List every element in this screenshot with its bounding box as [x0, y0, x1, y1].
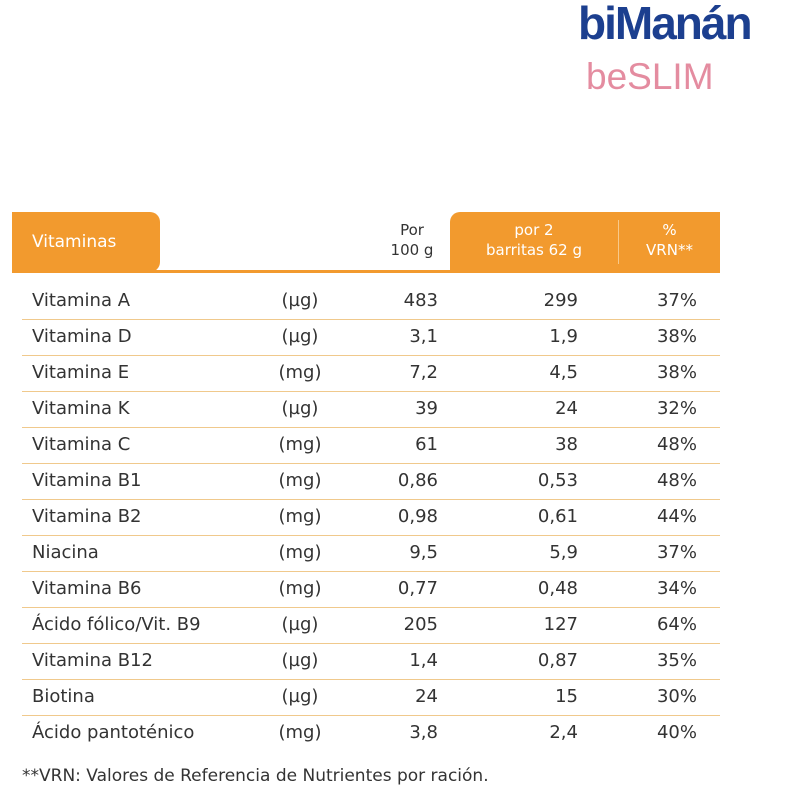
per-serving: 0,61	[537, 506, 578, 527]
unit: (µg)	[281, 650, 319, 671]
name: Vitamina B6	[32, 578, 142, 599]
row-separator	[22, 607, 720, 608]
header-title: Vitaminas	[12, 212, 160, 272]
per-serving: 24	[555, 398, 578, 419]
vrn: 34%	[656, 578, 697, 599]
header-per100: Por 100 g	[372, 220, 452, 260]
per-serving: 0,48	[537, 578, 578, 599]
row-separator	[22, 499, 720, 500]
name: Vitamina C	[32, 434, 131, 455]
header-line: %	[662, 221, 677, 239]
unit: (µg)	[281, 614, 319, 635]
vrn: 35%	[656, 650, 697, 671]
per-serving: 2,4	[549, 722, 578, 743]
vrn: 44%	[656, 506, 697, 527]
header-line: barritas 62 g	[486, 241, 582, 259]
name: Vitamina K	[32, 398, 130, 419]
per-serving: 4,5	[549, 362, 578, 383]
per100: 0,98	[397, 506, 438, 527]
unit: (mg)	[278, 722, 322, 743]
row-separator	[22, 679, 720, 680]
vrn: 38%	[656, 326, 697, 347]
unit: (mg)	[278, 434, 322, 455]
unit: (µg)	[281, 290, 319, 311]
row-separator	[22, 391, 720, 392]
row-separator	[22, 535, 720, 536]
unit: (mg)	[278, 578, 322, 599]
per100: 0,77	[397, 578, 438, 599]
per-serving: 0,53	[537, 470, 578, 491]
header-serving: por 2 barritas 62 g	[450, 220, 618, 260]
header-line: 100 g	[390, 241, 434, 259]
header-strip	[12, 270, 720, 273]
per100: 483	[403, 290, 438, 311]
name: Vitamina E	[32, 362, 130, 383]
per-serving: 0,87	[537, 650, 578, 671]
header-line: Por	[400, 221, 424, 239]
unit: (mg)	[278, 470, 322, 491]
header-vrn: % VRN**	[619, 220, 720, 260]
name: Vitamina B12	[32, 650, 153, 671]
row-separator	[22, 427, 720, 428]
vrn: 32%	[656, 398, 697, 419]
divider	[618, 220, 619, 264]
unit: (µg)	[281, 326, 319, 347]
vrn: 48%	[656, 470, 697, 491]
row-separator	[22, 643, 720, 644]
per-serving: 1,9	[549, 326, 578, 347]
name: Biotina	[32, 686, 95, 707]
vrn: 64%	[656, 614, 697, 635]
per-serving: 127	[543, 614, 578, 635]
per-serving: 299	[543, 290, 578, 311]
per100: 61	[415, 434, 438, 455]
unit: (µg)	[281, 686, 319, 707]
per100: 39	[415, 398, 438, 419]
unit: (µg)	[281, 398, 319, 419]
per100: 1,4	[409, 650, 438, 671]
vrn: 40%	[656, 722, 697, 743]
header-line: VRN**	[646, 241, 693, 259]
per100: 9,5	[409, 542, 438, 563]
vrn: 48%	[656, 434, 697, 455]
row-separator	[22, 571, 720, 572]
per-serving: 15	[555, 686, 578, 707]
name: Ácido pantoténico	[32, 722, 195, 743]
per-serving: 5,9	[549, 542, 578, 563]
vrn: 38%	[656, 362, 697, 383]
row-separator	[22, 463, 720, 464]
header-line: por 2	[514, 221, 554, 239]
unit: (mg)	[278, 506, 322, 527]
name: Vitamina A	[32, 290, 131, 311]
per-serving: 38	[555, 434, 578, 455]
per100: 3,8	[409, 722, 438, 743]
vrn: 30%	[656, 686, 697, 707]
row-separator	[22, 319, 720, 320]
name: Vitamina B1	[32, 470, 142, 491]
header-box: por 2 barritas 62 g % VRN**	[450, 212, 720, 272]
brand-name: biManán	[578, 0, 753, 49]
name: Niacina	[32, 542, 99, 563]
footnote: **VRN: Valores de Referencia de Nutrient…	[22, 766, 489, 786]
row-separator	[22, 715, 720, 716]
name: Ácido fólico/Vit. B9	[32, 614, 201, 635]
per100: 7,2	[409, 362, 438, 383]
unit: (mg)	[278, 362, 322, 383]
name: Vitamina B2	[32, 506, 142, 527]
per100: 24	[415, 686, 438, 707]
product-name: beSLIM	[586, 56, 714, 97]
per100: 0,86	[397, 470, 438, 491]
vrn: 37%	[656, 290, 697, 311]
per100: 205	[403, 614, 438, 635]
vrn: 37%	[656, 542, 697, 563]
per100: 3,1	[409, 326, 438, 347]
row-separator	[22, 355, 720, 356]
name: Vitamina D	[32, 326, 132, 347]
unit: (mg)	[278, 542, 322, 563]
